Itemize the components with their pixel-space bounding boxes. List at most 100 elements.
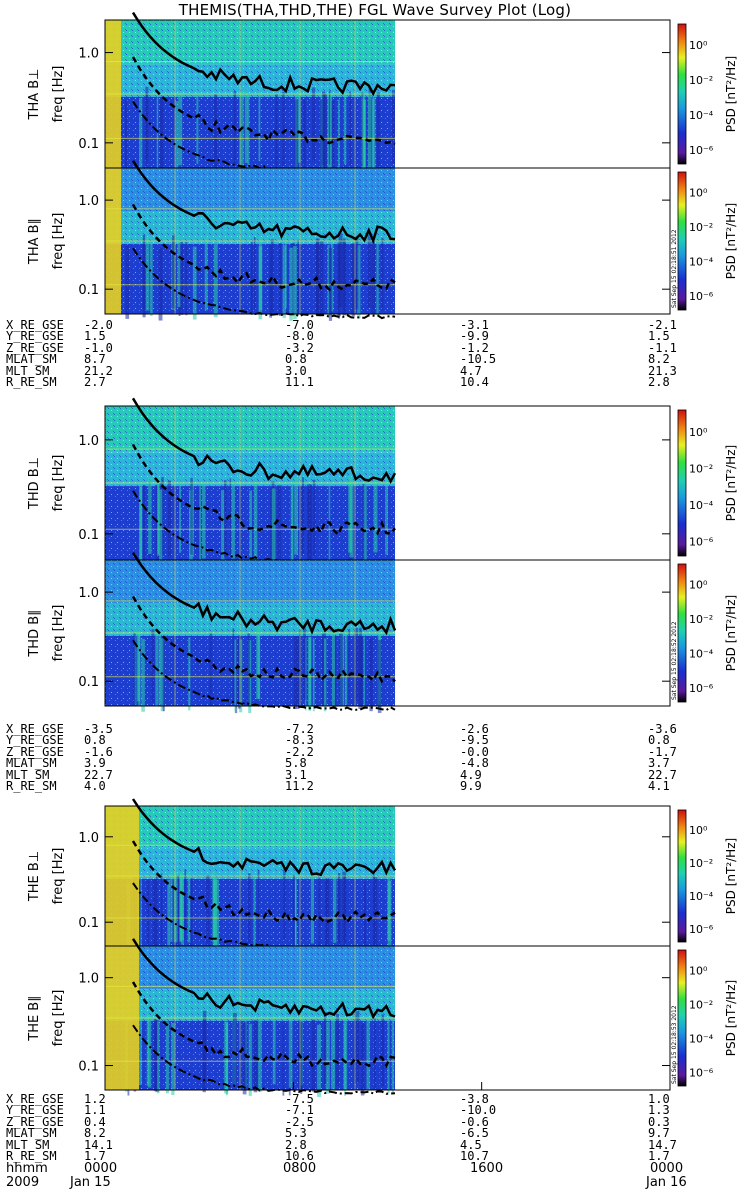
ephemeris-value: 22.7: [84, 767, 113, 782]
spectrum-streak: [257, 626, 260, 700]
spectrum-streak: [282, 1023, 285, 1096]
ephemeris-value: 5.3: [285, 1126, 307, 1141]
ephemeris-value: 0.8: [285, 352, 307, 367]
ephemeris-column: 1.0 1.3 0.3 9.7 14.7 1.7: [648, 1093, 677, 1162]
spectrum-streak: [282, 245, 286, 319]
ephemeris-value: 1.7: [84, 1149, 106, 1164]
spectrum-streak: [294, 877, 297, 948]
ephemeris-value: 1.5: [648, 329, 670, 344]
spectrum-streak: [310, 484, 312, 562]
ephemeris-value: 4.1: [648, 779, 670, 794]
ephemeris-label: Z_RE_GSE: [6, 744, 64, 759]
spectrum-streak: [332, 872, 337, 943]
spectrum-streak: [381, 1014, 385, 1087]
panel-ylabel: THD B⊥: [27, 457, 42, 510]
spectrum-streak: [360, 1023, 365, 1096]
spectrum-streak: [325, 879, 328, 950]
ephemeris-label: Z_RE_GSE: [6, 1114, 64, 1129]
spectrum-streak: [272, 1012, 276, 1085]
ephemeris-value: 11.1: [285, 375, 314, 390]
colorbar-label: PSD [nT²/Hz]: [724, 595, 738, 671]
ephemeris-value: -1.0: [84, 340, 113, 355]
spectrum-streak: [224, 480, 227, 558]
spectrum-streak: [141, 638, 145, 712]
spectrum-streak: [376, 92, 381, 167]
ephemeris-label: X_RE_GSE: [6, 318, 64, 332]
spectrum-streak: [343, 875, 346, 946]
spectrum-streak: [234, 639, 237, 713]
spectrum-streak: [385, 477, 388, 555]
spectrum-streak: [357, 245, 361, 319]
panel-ylabel: THD B∥: [27, 609, 42, 657]
gyrofrequency-curve: [131, 11, 396, 97]
spectrum-streak: [232, 1012, 237, 1085]
colorbar-tick-label: 10⁻²: [689, 221, 713, 234]
spectrum-streak: [213, 244, 218, 318]
colorbar-tick-label: 10⁰: [689, 579, 708, 592]
ephemeris-value: 4.5: [460, 1137, 482, 1152]
spectrum-streak: [177, 234, 181, 308]
spectrum-streak: [310, 873, 315, 944]
panel-yunit: freq [Hz]: [51, 848, 66, 905]
spectrum-streak: [158, 247, 163, 321]
ephemeris-value: -1.2: [460, 340, 489, 355]
spectrum-streak: [285, 235, 287, 309]
ephemeris-column: -7.5 -7.1 -2.5 5.3 2.8 10.6: [285, 1092, 314, 1162]
ephemeris-value: -2.2: [285, 744, 314, 759]
panel-5: 1.0 0.1 THE B⊥ freq [Hz] 10⁰ 10⁻² 10⁻⁴ 10⁻⁶ PSD …: [27, 798, 738, 953]
ephemeris-label: MLAT_SM: [6, 1126, 57, 1141]
spectrum-streak: [294, 477, 299, 555]
ephemeris-column: -3.6 0.8 -1.7 3.7 22.7 4.1: [648, 723, 677, 794]
ephemeris-value: -1.1: [648, 340, 677, 355]
spectrum-streak: [165, 1021, 169, 1094]
spectrum-streak: [324, 1011, 327, 1084]
ephemeris-label: X_RE_GSE: [6, 1092, 64, 1106]
ephemeris-value: -6.5: [460, 1126, 489, 1141]
spectrum-streak: [250, 241, 253, 315]
spectrum-streak: [190, 477, 193, 555]
spectrum-streak: [161, 477, 164, 555]
spectrum-streak: [145, 237, 150, 311]
plot-timestamp: Sat Sep 15 02:18:53 2012: [671, 1005, 678, 1084]
spectrum-streak: [391, 89, 396, 164]
spectrum-streak: [338, 879, 341, 950]
gyrofrequency-oxygen-curve: [131, 981, 396, 1069]
colorbar-tick-label: 10⁰: [689, 824, 708, 837]
spectrum-streak: [293, 636, 297, 710]
spectrum-streak: [145, 86, 149, 161]
colorbar-label: PSD [nT²/Hz]: [724, 203, 738, 279]
spectrum-streak: [343, 90, 347, 165]
panel-ylabel: THE B∥: [27, 995, 42, 1041]
colorbar-tick-label: 10⁻⁶: [689, 290, 714, 303]
ephemeris-value: -0.0: [460, 744, 489, 759]
ephemeris-value: -2.6: [460, 722, 489, 736]
end-date-label: Jan 16: [646, 1175, 687, 1190]
no-data-region: [395, 560, 670, 706]
ephemeris-value: 21.3: [648, 363, 677, 378]
ephemeris-value: 0.8: [84, 733, 106, 748]
ephemeris-value: -7.5: [285, 1092, 314, 1106]
spectrum-streak: [325, 1021, 330, 1094]
ephemeris-label: R_RE_SM: [6, 779, 57, 794]
spectrum-streak: [258, 87, 261, 162]
ephemeris-value: 0.3: [648, 1114, 670, 1129]
spectrum-streak: [247, 95, 250, 170]
colorbar-tick-label: 10⁻⁶: [689, 1066, 714, 1079]
spectrum-streak: [180, 241, 184, 315]
spectrum-streak: [349, 91, 352, 166]
ephemeris-label: MLT_SM: [6, 1137, 50, 1152]
ephemeris-value: 1.3: [648, 1103, 670, 1118]
spectrum-streak: [209, 633, 213, 707]
ephemeris-label: MLT_SM: [6, 767, 50, 782]
spectrum-streak: [344, 1023, 346, 1096]
spectrum-streak: [139, 482, 142, 560]
spectrum-streak: [125, 245, 130, 319]
ephemeris-value: 2.7: [84, 375, 106, 390]
gyrofrequency-oxygen-curve: [131, 595, 396, 684]
spectrum-streak: [282, 91, 285, 166]
spectrum-streak: [142, 485, 146, 563]
no-data-region: [395, 806, 670, 946]
colorbar: [677, 409, 687, 557]
ephemeris-column: -7.0 -8.0 -3.2 0.8 3.0 11.1: [285, 319, 314, 390]
spectrum-streak: [354, 236, 359, 310]
